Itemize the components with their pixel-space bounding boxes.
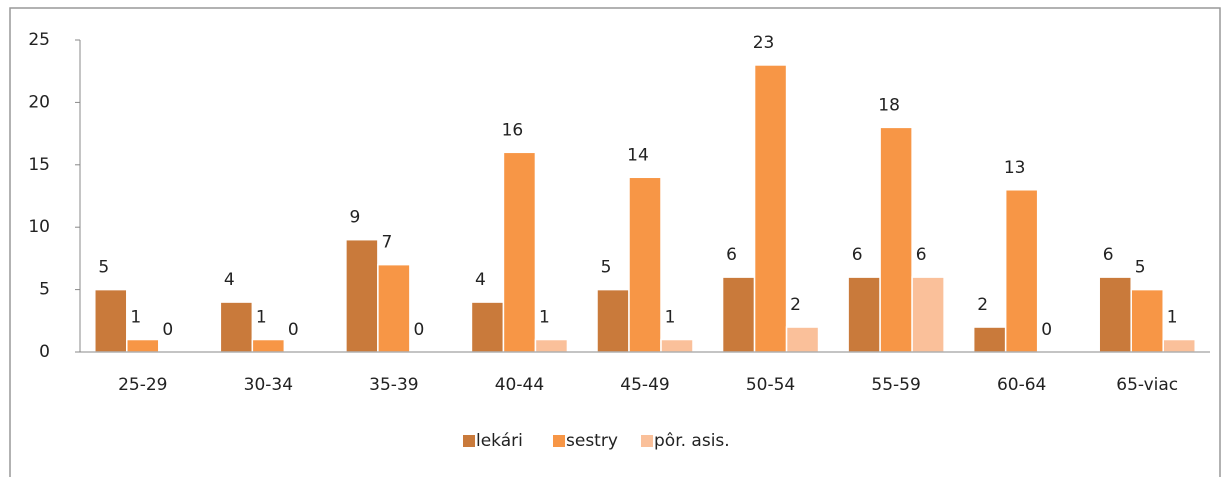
y-tick-label: 10 xyxy=(28,217,50,237)
legend-label: lekári xyxy=(476,431,523,451)
bar xyxy=(251,338,286,353)
bar xyxy=(628,176,662,353)
legend-swatch xyxy=(553,435,565,447)
data-label: 23 xyxy=(753,33,775,53)
y-tick-label: 5 xyxy=(39,280,50,300)
bar xyxy=(470,301,505,353)
y-tick-label: 20 xyxy=(28,92,50,112)
bar xyxy=(345,238,379,353)
data-label: 1 xyxy=(539,308,550,328)
bar xyxy=(879,126,913,353)
data-label: 5 xyxy=(1135,258,1146,278)
bar xyxy=(721,276,756,353)
data-label: 18 xyxy=(878,95,900,115)
x-tick-label: 65-viac xyxy=(1116,375,1178,395)
data-label: 2 xyxy=(790,295,801,315)
x-tick-label: 55-59 xyxy=(871,375,920,395)
data-label: 0 xyxy=(288,320,299,340)
legend-swatch xyxy=(641,435,653,447)
data-label: 4 xyxy=(224,270,235,290)
bar xyxy=(1162,338,1196,353)
legend-label: pôr. asis. xyxy=(654,431,730,451)
x-tick-label: 45-49 xyxy=(620,375,669,395)
bar xyxy=(1130,288,1164,353)
data-label: 16 xyxy=(502,120,524,140)
bar xyxy=(753,64,788,353)
x-tick-label: 35-39 xyxy=(369,375,418,395)
bar xyxy=(972,326,1007,353)
bar xyxy=(126,338,160,353)
bar xyxy=(596,288,630,353)
bar xyxy=(377,263,411,353)
data-label: 13 xyxy=(1004,158,1026,178)
data-label: 0 xyxy=(1041,320,1052,340)
bar xyxy=(534,338,569,353)
data-label: 5 xyxy=(98,258,109,278)
legend: lekári sestry pôr. asis. xyxy=(463,431,730,451)
bar xyxy=(1004,189,1039,353)
y-tick-label: 0 xyxy=(39,342,50,362)
data-label: 6 xyxy=(1103,245,1114,265)
bar xyxy=(847,276,881,353)
data-label: 7 xyxy=(381,233,392,253)
bar xyxy=(911,276,945,353)
y-tick-label: 15 xyxy=(28,155,50,175)
data-label: 6 xyxy=(852,245,863,265)
bar xyxy=(785,326,820,353)
x-tick-label: 50-54 xyxy=(746,375,795,395)
data-label: 6 xyxy=(916,245,927,265)
bar xyxy=(94,288,128,353)
data-label: 1 xyxy=(256,308,267,328)
y-tick-label: 25 xyxy=(28,30,50,50)
bar xyxy=(660,338,694,353)
data-label: 14 xyxy=(627,145,649,165)
x-tick-label: 40-44 xyxy=(495,375,544,395)
data-label: 4 xyxy=(475,270,486,290)
data-label: 6 xyxy=(726,245,737,265)
data-label: 5 xyxy=(601,258,612,278)
x-tick-label: 25-29 xyxy=(118,375,167,395)
data-label: 9 xyxy=(349,208,360,228)
data-label: 0 xyxy=(162,320,173,340)
bar xyxy=(219,301,254,353)
data-label: 0 xyxy=(413,320,424,340)
bar xyxy=(1098,276,1132,353)
data-label: 1 xyxy=(1167,308,1178,328)
data-label: 1 xyxy=(130,308,141,328)
x-tick-label: 30-34 xyxy=(244,375,293,395)
x-tick-label: 60-64 xyxy=(997,375,1046,395)
legend-label: sestry xyxy=(566,431,618,451)
legend-swatch xyxy=(463,435,475,447)
data-label: 2 xyxy=(977,295,988,315)
bar xyxy=(502,151,537,353)
chart-border xyxy=(9,7,1221,477)
plot-area: 051015202525-2951030-3441035-3997040-444… xyxy=(28,30,1210,395)
data-label: 1 xyxy=(665,308,676,328)
